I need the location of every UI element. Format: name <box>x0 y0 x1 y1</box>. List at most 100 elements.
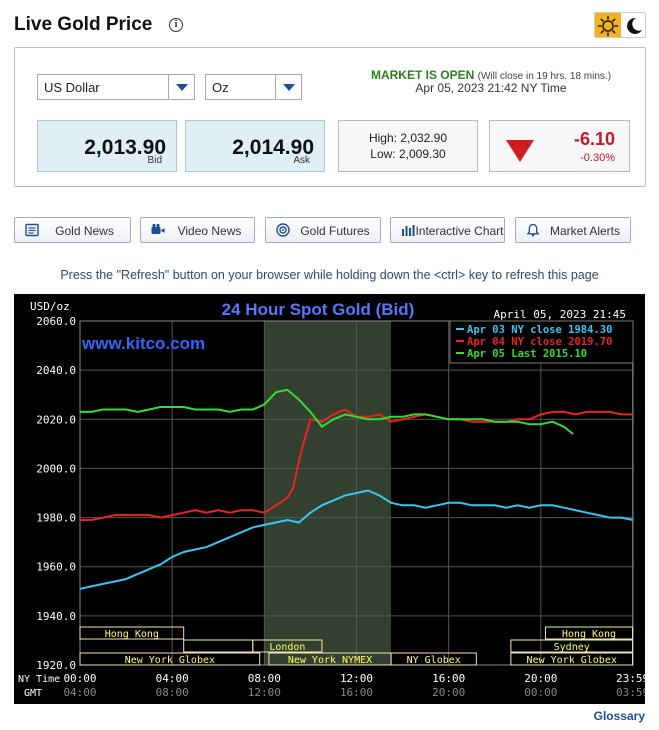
interactive-chart-button[interactable]: Interactive Chart <box>390 217 505 243</box>
nymex-highlight <box>264 321 392 665</box>
series-line-1 <box>79 489 634 590</box>
video-news-label: Video News <box>177 224 242 238</box>
ask-box: 2,014.90 Ask <box>185 120 325 172</box>
chart-timestamp: April 05, 2023 21:45 <box>494 308 626 321</box>
session-box <box>510 639 634 653</box>
x-tick-label-gmt: 08:00 <box>156 686 189 699</box>
unit-select-value: Oz <box>212 80 229 95</box>
session-box <box>510 652 634 666</box>
session-label: NY Globex <box>407 655 461 666</box>
refresh-note: Press the "Refresh" button on your brows… <box>60 268 599 282</box>
x-tick-label-ny: 23:59 <box>616 672 645 685</box>
x-tick-label-gmt: 16:00 <box>340 686 373 699</box>
chevron-down-icon[interactable] <box>275 75 301 99</box>
y-tick-label: 2060.0 <box>36 315 76 328</box>
x-tick-label-ny: 08:00 <box>248 672 281 685</box>
currency-select-value: US Dollar <box>44 80 100 95</box>
unit-select[interactable]: Oz <box>205 74 302 100</box>
gold-news-label: Gold News <box>55 224 114 238</box>
legend-entry: Apr 04 NY close 2019.70 <box>467 336 612 348</box>
title-row: Live Gold Price i <box>14 12 646 40</box>
y-tick-label: 2020.0 <box>36 413 76 426</box>
change-box: -6.10 -0.30% <box>489 120 630 172</box>
chart-svg: 2060.0 2040.0 2020.0 2000.0 1980.0 1960.0 1940… <box>14 294 645 704</box>
x-tick-label-gmt: 12:00 <box>248 686 281 699</box>
session-box <box>252 639 323 653</box>
x-tick-label-gmt: 04:00 <box>63 686 96 699</box>
currency-select[interactable]: US Dollar <box>37 74 195 100</box>
bar-chart-icon <box>402 225 415 236</box>
interactive-chart-label: Interactive Chart <box>415 224 504 238</box>
market-timestamp: Apr 05, 2023 21:42 NY Time <box>415 81 567 95</box>
x-tick-label-gmt: 20:00 <box>432 686 465 699</box>
y-tick-label: 1920.0 <box>36 659 76 672</box>
video-news-button[interactable]: Video News <box>140 217 255 243</box>
bell-icon <box>526 223 540 237</box>
session-label: New York Globex <box>527 655 617 666</box>
legend-entry: Apr 05 Last 2015.10 <box>467 348 587 360</box>
y-axis-label: USD/oz <box>30 300 70 313</box>
session-box <box>544 626 634 640</box>
moon-icon[interactable] <box>621 13 645 37</box>
page-title: Live Gold Price <box>14 14 153 35</box>
newspaper-icon <box>25 223 39 237</box>
gold-price-chart: 2060.0 2040.0 2020.0 2000.0 1980.0 1960.0 1940… <box>14 294 645 704</box>
y-tick-label: 1980.0 <box>36 512 76 525</box>
x-tick-label-ny: 16:00 <box>432 672 465 685</box>
session-box <box>390 652 477 666</box>
x-tick-label-ny: 20:00 <box>524 672 557 685</box>
market-alerts-button[interactable]: Market Alerts <box>515 217 631 243</box>
change-percent: -0.30% <box>580 152 615 164</box>
session-label: Sydney <box>554 642 590 653</box>
series-line-2 <box>80 408 633 521</box>
session-box <box>79 652 261 666</box>
ask-label: Ask <box>293 155 310 166</box>
x-tick-label-gmt: 03:59 <box>616 686 645 699</box>
change-value: -6.10 <box>573 129 615 149</box>
x-tick-label-ny: 00:00 <box>63 672 96 685</box>
chevron-down-icon[interactable] <box>168 75 194 99</box>
x-axis-row-label-gmt: GMT <box>24 688 42 699</box>
bid-label: Bid <box>147 155 162 166</box>
bid-box: 2,013.90 Bid <box>37 120 177 172</box>
session-label: New York Globex <box>125 655 215 666</box>
x-tick-label-ny: 04:00 <box>156 672 189 685</box>
target-icon <box>276 223 290 237</box>
y-tick-label: 2040.0 <box>36 364 76 377</box>
legend-entry: Apr 03 NY close 1984.30 <box>467 324 612 336</box>
video-camera-icon <box>151 223 165 234</box>
market-alerts-label: Market Alerts <box>549 224 621 238</box>
series-line-3 <box>80 388 574 435</box>
session-label: New York NYMEX <box>288 655 372 666</box>
high-low-box: High: 2,032.90 Low: 2,009.30 <box>338 120 478 172</box>
legend-box <box>449 320 634 364</box>
y-tick-label: 1960.0 <box>36 561 76 574</box>
down-arrow-icon <box>506 140 534 162</box>
high-price: High: 2,032.90 <box>368 131 448 145</box>
bid-price: 2,013.90 <box>84 136 166 159</box>
session-label: Hong Kong <box>562 629 616 640</box>
market-close-note: (Will close in 19 hrs. 18 mins.) <box>477 71 612 82</box>
low-price: Low: 2,009.30 <box>370 147 446 161</box>
gold-futures-button[interactable]: Gold Futures <box>265 217 381 243</box>
x-tick-label-gmt: 00:00 <box>524 686 557 699</box>
theme-toggle[interactable] <box>594 12 646 38</box>
session-label: Hong Kong <box>105 629 159 640</box>
session-label: London <box>269 642 305 653</box>
x-axis-row-label-ny: NY Time <box>18 674 60 685</box>
chart-title: 24 Hour Spot Gold (Bid) <box>222 300 415 319</box>
watermark: www.kitco.com <box>81 334 205 353</box>
sun-icon[interactable] <box>595 13 621 37</box>
y-tick-label: 2000.0 <box>36 462 76 475</box>
gold-futures-label: Gold Futures <box>300 224 370 238</box>
market-open-label: MARKET IS OPEN <box>370 68 475 82</box>
gold-news-button[interactable]: Gold News <box>14 217 131 243</box>
x-tick-label-ny: 12:00 <box>340 672 373 685</box>
glossary-link[interactable]: Glossary <box>593 709 645 723</box>
ask-price: 2,014.90 <box>232 136 314 159</box>
session-box <box>79 626 185 640</box>
y-tick-label: 1940.0 <box>36 610 76 623</box>
info-icon[interactable]: i <box>169 18 183 32</box>
price-panel: US Dollar Oz MARKET IS OPEN (Will close … <box>14 47 646 187</box>
market-status: MARKET IS OPEN (Will close in 19 hrs. 18… <box>351 68 631 82</box>
